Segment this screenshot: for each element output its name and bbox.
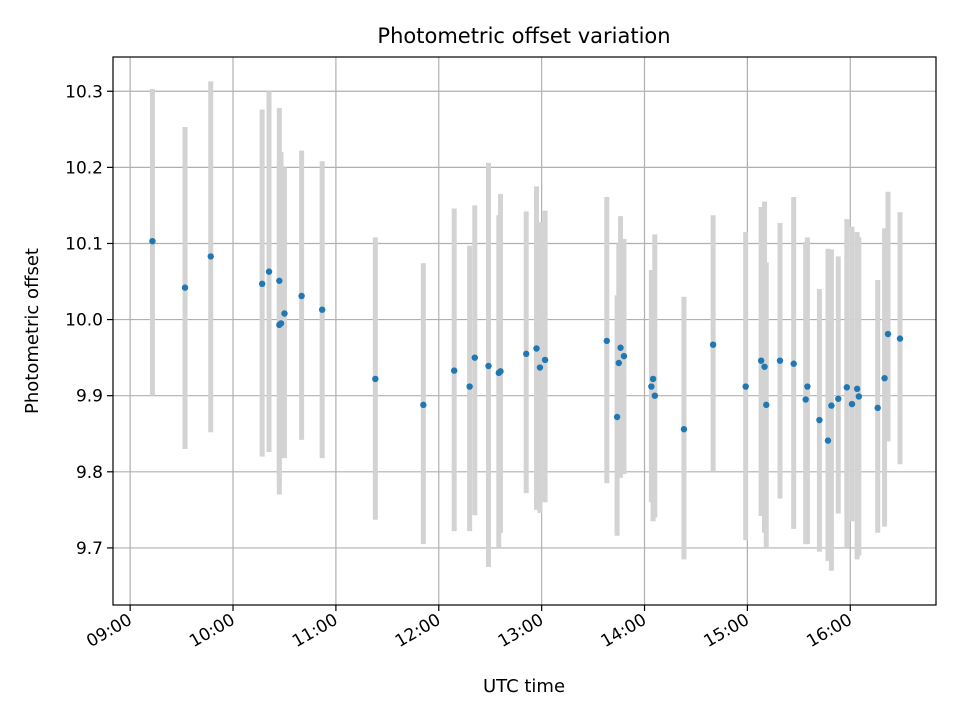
x-tick-label: 15:00: [700, 610, 752, 652]
y-axis-title: Photometric offset: [22, 248, 43, 414]
data-point: [804, 383, 811, 390]
data-point: [843, 384, 851, 391]
data-point: [816, 416, 823, 424]
plot-frame: [112, 56, 937, 606]
data-point: [181, 284, 189, 291]
data-point: [828, 402, 835, 409]
data-point: [776, 357, 784, 364]
data-point: [649, 375, 657, 383]
data-point: [485, 362, 492, 370]
data-point: [523, 350, 530, 358]
data-point: [471, 354, 478, 361]
data-point: [318, 306, 326, 313]
data-point: [802, 396, 809, 403]
x-tick-label: 12:00: [392, 610, 444, 652]
y-tick-label: 10.2: [65, 158, 103, 178]
data-point: [617, 344, 624, 351]
data-point: [648, 383, 655, 390]
data-point: [258, 280, 266, 288]
data-point: [533, 345, 540, 352]
y-tick-label: 9.7: [76, 539, 103, 559]
x-tick-label: 10:00: [186, 610, 238, 652]
data-point: [451, 367, 458, 374]
x-axis-title: UTC time: [483, 676, 565, 697]
data-point: [536, 364, 544, 371]
data-point: [651, 392, 659, 399]
data-point: [848, 400, 856, 408]
data-point: [420, 401, 427, 409]
data-point: [149, 237, 156, 245]
data-point: [896, 335, 904, 342]
data-point: [497, 368, 504, 375]
data-point: [680, 425, 688, 433]
data-point: [824, 437, 832, 444]
chart-title: Photometric offset variation: [377, 24, 670, 48]
x-tick-label: 09:00: [83, 610, 135, 652]
data-point: [709, 341, 717, 348]
data-point: [620, 352, 628, 360]
data-point: [853, 385, 861, 393]
data-point: [763, 401, 770, 409]
point-layer: [149, 237, 904, 444]
data-point: [761, 363, 768, 370]
data-point: [298, 292, 305, 300]
data-point: [466, 383, 473, 390]
data-point: [855, 393, 863, 400]
data-point: [207, 253, 214, 260]
data-point: [835, 395, 842, 402]
data-point: [874, 404, 881, 412]
data-point: [603, 337, 610, 345]
y-tick-label: 9.8: [76, 463, 103, 483]
data-point: [281, 310, 288, 317]
data-point: [277, 320, 285, 327]
y-tick-label: 9.9: [76, 387, 103, 407]
data-point: [615, 359, 623, 367]
x-tick-label: 14:00: [598, 610, 650, 652]
data-point: [790, 360, 797, 367]
data-point: [372, 375, 379, 383]
data-point: [881, 374, 888, 382]
x-tick-label: 13:00: [495, 610, 547, 652]
y-tick-label: 10.1: [65, 234, 103, 254]
x-tick-label: 11:00: [289, 610, 341, 652]
y-tick-label: 10.3: [65, 82, 103, 102]
errorbar-layer: [149, 81, 903, 571]
data-point: [742, 383, 749, 390]
data-point: [541, 356, 549, 364]
data-point: [265, 268, 273, 275]
data-point: [884, 330, 892, 338]
data-point: [613, 413, 621, 421]
data-point: [757, 357, 765, 364]
x-tick-label: 16:00: [803, 610, 855, 652]
y-tick-label: 10.0: [65, 311, 103, 331]
data-point: [276, 277, 283, 284]
